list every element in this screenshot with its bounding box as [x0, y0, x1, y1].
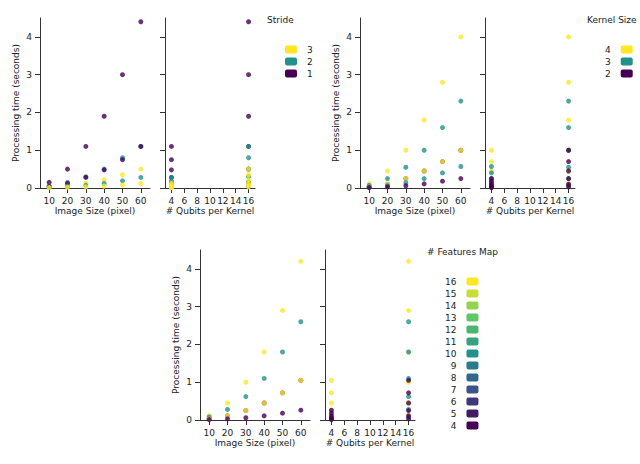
svg-text:6: 6: [341, 428, 347, 438]
svg-text:8: 8: [354, 428, 360, 438]
svg-text:2: 2: [26, 107, 32, 117]
svg-text:3: 3: [346, 70, 352, 80]
svg-text:# Features Map: # Features Map: [427, 247, 498, 257]
svg-text:30: 30: [400, 196, 412, 206]
svg-text:4: 4: [329, 428, 335, 438]
svg-text:1: 1: [307, 69, 313, 79]
svg-text:Stride: Stride: [267, 15, 294, 25]
svg-text:50: 50: [117, 196, 129, 206]
svg-text:3: 3: [26, 70, 32, 80]
svg-text:6: 6: [451, 397, 457, 407]
svg-text:2: 2: [346, 107, 352, 117]
svg-text:0: 0: [26, 183, 32, 193]
svg-text:40: 40: [418, 196, 430, 206]
svg-text:9: 9: [451, 361, 457, 371]
svg-text:20: 20: [62, 196, 74, 206]
svg-text:4: 4: [489, 196, 495, 206]
svg-text:# Qubits per Kernel: # Qubits per Kernel: [326, 438, 415, 448]
svg-text:60: 60: [455, 196, 467, 206]
svg-text:Processing time (seconds): Processing time (seconds): [171, 276, 181, 394]
svg-text:0: 0: [346, 183, 352, 193]
svg-text:Kernel Size: Kernel Size: [587, 15, 637, 25]
svg-text:60: 60: [295, 428, 307, 438]
svg-text:20: 20: [382, 196, 394, 206]
svg-text:3: 3: [186, 302, 192, 312]
svg-text:13: 13: [445, 313, 456, 323]
svg-text:6: 6: [181, 196, 187, 206]
svg-text:7: 7: [451, 385, 457, 395]
svg-text:12: 12: [537, 196, 548, 206]
svg-text:Image Size (pixel): Image Size (pixel): [375, 206, 456, 216]
svg-text:4: 4: [186, 264, 192, 274]
svg-text:1: 1: [26, 145, 32, 155]
svg-text:1: 1: [186, 377, 192, 387]
svg-text:40: 40: [258, 428, 270, 438]
svg-text:14: 14: [230, 196, 242, 206]
svg-text:20: 20: [222, 428, 234, 438]
svg-text:2: 2: [307, 57, 313, 67]
svg-text:16: 16: [403, 428, 415, 438]
svg-text:10: 10: [43, 196, 55, 206]
svg-text:15: 15: [445, 289, 456, 299]
svg-text:50: 50: [277, 428, 289, 438]
svg-text:# Qubits per Kernel: # Qubits per Kernel: [486, 206, 575, 216]
svg-text:# Qubits per Kernel: # Qubits per Kernel: [166, 206, 255, 216]
svg-text:60: 60: [135, 196, 147, 206]
svg-text:Processing time (seconds): Processing time (seconds): [331, 44, 341, 162]
svg-text:8: 8: [194, 196, 200, 206]
svg-text:3: 3: [307, 45, 313, 55]
svg-text:40: 40: [98, 196, 110, 206]
svg-text:4: 4: [169, 196, 175, 206]
svg-text:10: 10: [445, 349, 457, 359]
svg-text:14: 14: [445, 301, 457, 311]
svg-text:12: 12: [217, 196, 228, 206]
svg-text:30: 30: [80, 196, 92, 206]
svg-text:5: 5: [451, 409, 457, 419]
svg-text:0: 0: [186, 415, 192, 425]
svg-text:4: 4: [26, 32, 32, 42]
svg-text:Image Size (pixel): Image Size (pixel): [55, 206, 136, 216]
svg-text:11: 11: [445, 337, 456, 347]
svg-text:Processing time (seconds): Processing time (seconds): [11, 44, 21, 162]
svg-text:12: 12: [445, 325, 456, 335]
svg-text:16: 16: [445, 277, 457, 287]
svg-text:4: 4: [346, 32, 352, 42]
svg-text:14: 14: [550, 196, 562, 206]
svg-text:Image Size (pixel): Image Size (pixel): [215, 438, 296, 448]
svg-text:8: 8: [451, 373, 457, 383]
svg-text:4: 4: [605, 45, 611, 55]
svg-text:12: 12: [377, 428, 388, 438]
svg-text:2: 2: [186, 339, 192, 349]
svg-text:6: 6: [501, 196, 507, 206]
svg-text:1: 1: [346, 145, 352, 155]
svg-text:3: 3: [605, 57, 611, 67]
svg-text:10: 10: [203, 428, 215, 438]
svg-text:30: 30: [240, 428, 252, 438]
svg-text:10: 10: [364, 428, 376, 438]
svg-text:4: 4: [451, 421, 457, 431]
svg-text:10: 10: [204, 196, 216, 206]
svg-text:14: 14: [390, 428, 402, 438]
svg-text:8: 8: [514, 196, 520, 206]
svg-text:2: 2: [605, 69, 611, 79]
svg-text:10: 10: [363, 196, 375, 206]
svg-text:50: 50: [437, 196, 449, 206]
svg-text:16: 16: [563, 196, 575, 206]
svg-text:16: 16: [243, 196, 255, 206]
svg-text:10: 10: [524, 196, 536, 206]
